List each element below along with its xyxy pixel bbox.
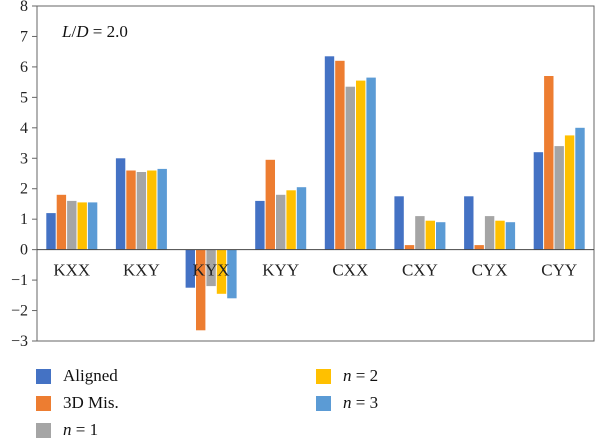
bar [544,76,554,250]
y-tick-label: −3 [11,333,28,350]
bar [474,245,484,250]
bar [335,60,345,250]
y-tick-label: 5 [20,89,28,106]
category-label: KYX [193,261,230,280]
y-tick-label: 3 [20,150,28,167]
y-tick-label: 1 [20,211,28,228]
bar [436,222,446,250]
y-tick-label: 8 [20,0,28,15]
y-tick-label: 4 [20,120,28,137]
bar [157,168,167,250]
y-tick-label: 6 [20,59,28,76]
bar [533,152,544,250]
plot-border [36,5,595,342]
y-tick-label: 7 [20,28,28,45]
bar [554,146,564,250]
plot-frame [36,5,595,342]
bar [564,135,575,250]
bar [227,249,237,299]
bar [575,127,585,250]
category-label: CXX [332,261,368,280]
bar [46,213,56,250]
bar [67,200,77,250]
bar [196,249,206,331]
bar [394,196,404,250]
category-label: KYY [262,261,299,280]
bar [356,80,366,250]
bar [77,202,87,250]
bar [265,159,275,250]
y-axis: −3 −2 −1 0 1 2 3 4 5 6 7 8 [11,0,37,350]
bar [366,77,376,250]
category-label: CXY [402,261,438,280]
bar [404,245,415,250]
bar [415,216,425,250]
bar [484,216,495,250]
bar [464,196,474,250]
bar [216,249,227,294]
y-tick-label: 2 [20,181,28,198]
bar [324,56,335,250]
bars [46,56,585,331]
bar [206,249,216,287]
bar [296,187,307,250]
bar [136,172,147,250]
bar [286,190,296,250]
y-tick-label: −2 [11,303,28,320]
bar [505,222,516,250]
bar [276,194,286,250]
category-label: CYX [472,261,508,280]
bar [147,170,157,250]
y-tick-label: −1 [11,272,28,289]
y-tick-label: 0 [20,242,28,259]
bar [495,220,505,250]
bar [56,194,67,250]
bar [345,86,355,250]
bar [87,202,98,250]
chart-annotation: L/D = 2.0 [61,22,128,41]
category-label: CYY [541,261,577,280]
category-label: KXY [123,261,160,280]
category-labels: KXX KXY KYX KYY CXX CXY CYX CYY [53,261,577,280]
bar [115,158,126,250]
bar [255,200,265,250]
bar [126,170,136,250]
bar [185,249,195,288]
category-label: KXX [53,261,90,280]
bar [425,220,435,250]
